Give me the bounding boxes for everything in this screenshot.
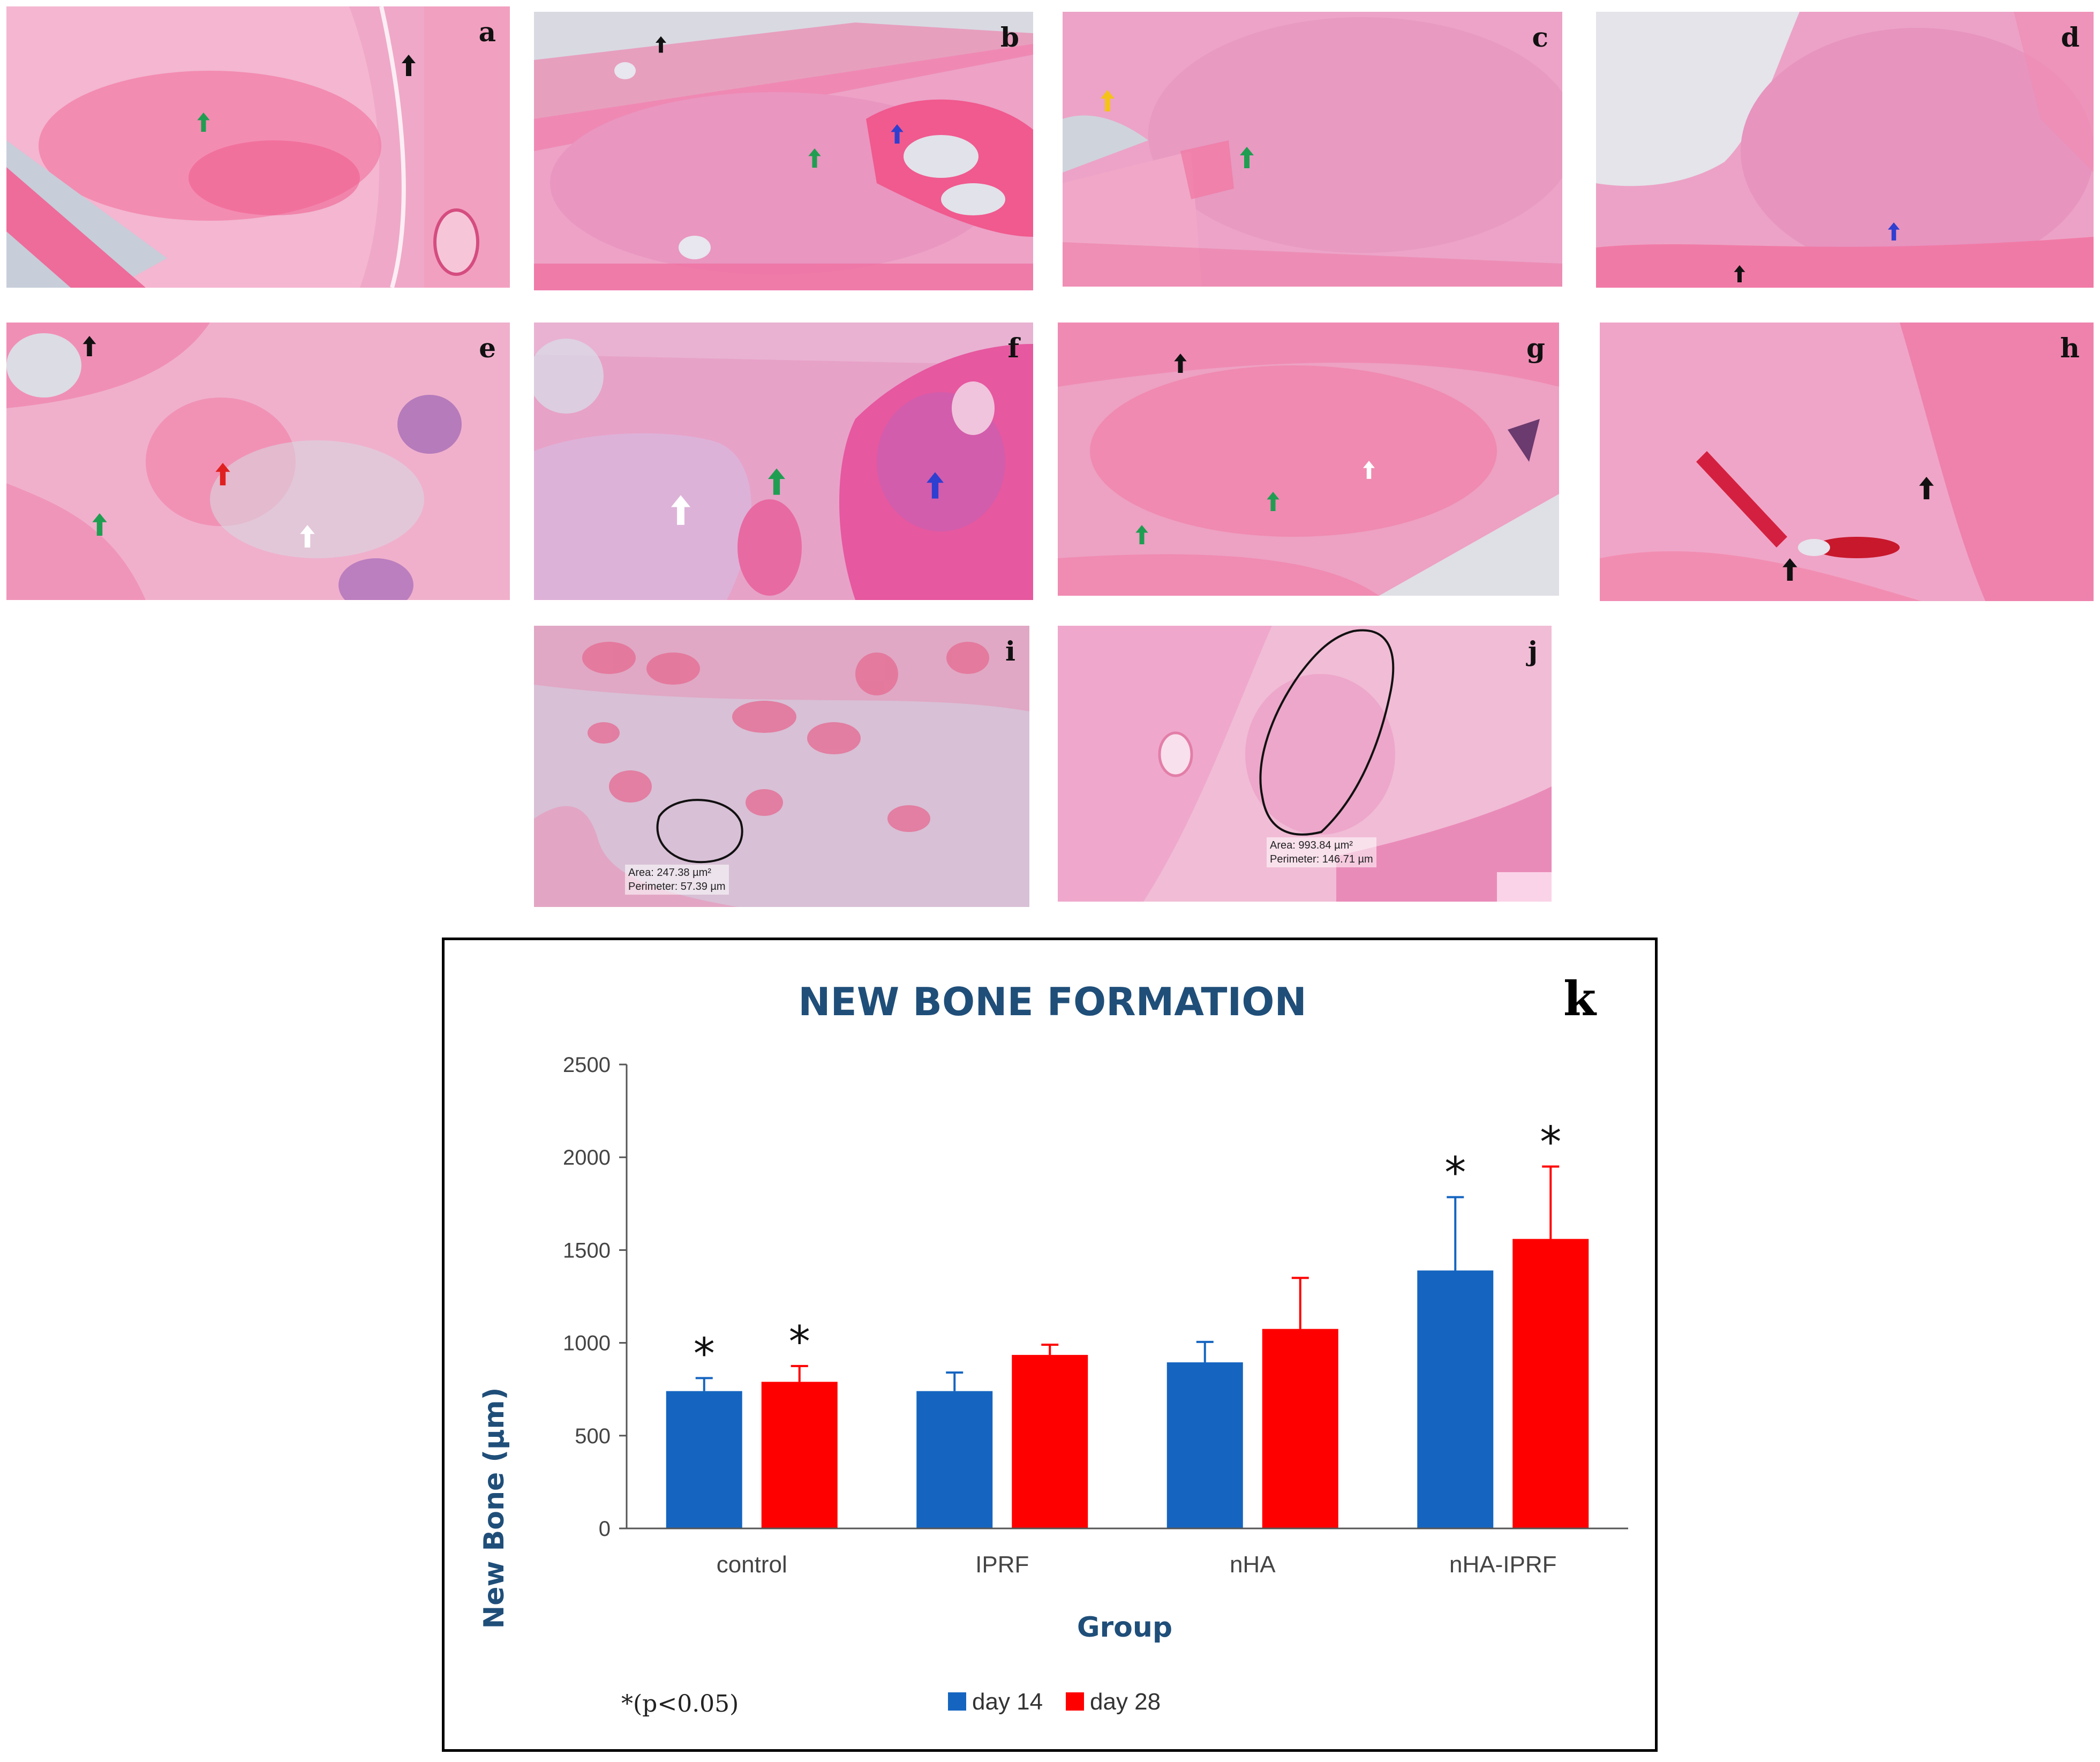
blue-arrow-icon (927, 472, 944, 499)
panel-letter: c (1532, 21, 1548, 53)
bar-control-day28 (761, 1382, 838, 1528)
histology-panel-j: j Area: 993.84 µm² Perimeter: 146.71 µm (1058, 626, 1552, 902)
histology-panel-d: d (1596, 12, 2094, 288)
legend-swatch-day-28 (1066, 1692, 1084, 1711)
x-category-label: IPRF (975, 1551, 1029, 1578)
white-arrow-icon (1363, 461, 1375, 479)
black-arrow-icon (1782, 558, 1797, 581)
histology-panel-g: g (1058, 323, 1559, 596)
green-arrow-icon (1135, 525, 1148, 544)
histology-panel-h: h (1600, 323, 2094, 601)
blue-arrow-icon (1888, 222, 1900, 241)
significance-star: * (1540, 1118, 1561, 1167)
area-text: Area: 993.84 µm² (1270, 839, 1353, 851)
panel-letter: i (1005, 635, 1015, 667)
measurement-label: Area: 247.38 µm² Perimeter: 57.39 µm (625, 865, 729, 895)
white-arrow-icon (671, 495, 690, 525)
black-arrow-icon (1734, 265, 1745, 282)
panel-letter: a (478, 16, 496, 48)
legend-label-day-28: day 28 (1090, 1689, 1161, 1715)
y-axis-title: New Bone (µm) (478, 1388, 510, 1629)
bar-nha-iprf-day28 (1512, 1239, 1589, 1528)
x-axis-title: Group (1077, 1611, 1172, 1644)
significance-footnote: *(p<0.05) (621, 1690, 739, 1718)
significance-star: * (1444, 1148, 1466, 1198)
legend: day 14 day 28 (948, 1689, 1161, 1715)
histology-panel-i: i Area: 247.38 µm² Perimeter: 57.39 µm (534, 626, 1029, 907)
significance-star: * (694, 1329, 715, 1378)
bar-nha-day28 (1262, 1329, 1338, 1528)
perimeter-text: Perimeter: 146.71 µm (1270, 853, 1373, 865)
green-arrow-icon (1267, 492, 1279, 511)
panel-letter: e (479, 332, 496, 364)
y-tick-label: 2000 (563, 1146, 611, 1169)
measurement-label: Area: 993.84 µm² Perimeter: 146.71 µm (1267, 837, 1376, 867)
bar-nha-iprf-day14 (1417, 1270, 1494, 1528)
chart-title: NEW BONE FORMATION (798, 979, 1307, 1024)
yellow-arrow-icon (1101, 90, 1115, 111)
histology-panel-e: e (6, 323, 510, 600)
area-text: Area: 247.38 µm² (628, 867, 711, 879)
panel-letter: g (1526, 332, 1545, 364)
y-tick-label: 0 (599, 1517, 611, 1541)
green-arrow-icon (197, 113, 210, 132)
bar-nha-day14 (1166, 1362, 1243, 1528)
chart-panel-letter: k (1563, 971, 1597, 1026)
y-tick-label: 2500 (563, 1053, 611, 1077)
blue-arrow-icon (891, 124, 904, 144)
green-arrow-icon (768, 468, 785, 495)
x-category-label: control (717, 1551, 787, 1578)
y-tick-label: 1500 (563, 1239, 611, 1262)
panel-letter: j (1527, 635, 1538, 667)
black-arrow-icon (1919, 477, 1934, 499)
measurement-outline (1259, 629, 1395, 836)
green-arrow-icon (92, 513, 107, 536)
panel-letter: f (1007, 332, 1019, 364)
legend-swatch-day-14 (948, 1692, 966, 1711)
y-tick-label: 1000 (563, 1332, 611, 1355)
bar-iprf-day14 (916, 1391, 993, 1528)
panel-letter: d (2061, 21, 2080, 53)
x-category-label: nHA-IPRF (1449, 1551, 1556, 1578)
black-arrow-icon (82, 336, 96, 356)
x-category-label: nHA (1230, 1551, 1276, 1578)
white-arrow-icon (300, 525, 315, 548)
green-arrow-icon (1240, 147, 1254, 168)
histology-panel-f: f (534, 323, 1033, 600)
panel-letter: h (2060, 332, 2080, 364)
black-arrow-icon (402, 55, 416, 76)
histology-panel-a: a (6, 6, 510, 288)
bar-iprf-day28 (1012, 1355, 1088, 1528)
histology-panel-c: c (1063, 12, 1562, 287)
measurement-outline (656, 799, 743, 864)
histology-panel-b: b (534, 12, 1033, 290)
legend-label-day-14: day 14 (972, 1689, 1043, 1715)
black-arrow-icon (1174, 354, 1187, 373)
perimeter-text: Perimeter: 57.39 µm (628, 881, 726, 893)
green-arrow-icon (808, 148, 821, 168)
bar-chart: NEW BONE FORMATION k 0 500 1000 1500 2000 250… (478, 971, 1628, 1718)
y-tick-label: 500 (575, 1424, 611, 1448)
chart-panel-k: NEW BONE FORMATION k 0 500 1000 1500 2000 250… (442, 938, 1658, 1752)
bar-control-day14 (666, 1391, 742, 1528)
panel-letter: b (1000, 21, 1019, 53)
black-arrow-icon (656, 36, 666, 53)
red-arrow-icon (215, 463, 230, 485)
significance-star: * (789, 1317, 810, 1367)
